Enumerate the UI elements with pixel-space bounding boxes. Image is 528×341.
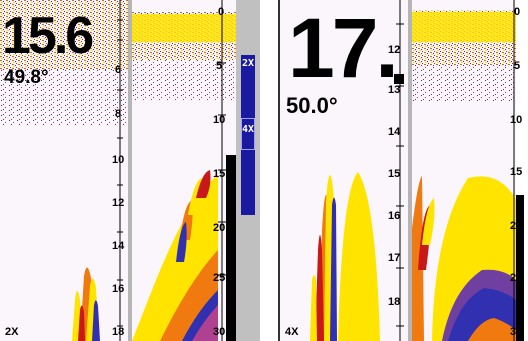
right-full-mark: 20 (510, 220, 523, 232)
left-zoom-view: 15.6 49.8° 2X (0, 0, 128, 341)
right-full-mark: 15 (510, 166, 523, 178)
left-zoom-mark: 10 (112, 154, 125, 166)
left-full-echo-graphic (132, 12, 236, 341)
right-zoom-mark: 18 (388, 296, 401, 308)
zoom-range-bar[interactable]: 2X 4X (236, 0, 260, 341)
left-zoom-mark: 18 (112, 326, 125, 338)
screen-gap (260, 0, 278, 341)
left-full-depth-scale (218, 0, 236, 341)
right-sonar-screen: 17. 50.0° 4X 12 13 14 15 16 17 18 (278, 0, 528, 341)
left-full-mark: 20 (213, 222, 226, 234)
right-full-view (412, 0, 516, 341)
right-full-mark: 10 (510, 114, 523, 126)
right-zoom-view: 17. 50.0° 4X (280, 0, 408, 341)
right-full-mark: 25 (510, 272, 523, 284)
left-full-view (132, 0, 236, 341)
right-split-divider (408, 0, 412, 341)
left-full-mark: 0 (218, 6, 225, 18)
left-full-mark: 10 (213, 114, 226, 126)
left-depth-readout: 15.6 (2, 7, 94, 65)
left-zoom-depth-scale (117, 0, 123, 341)
left-full-mark: 25 (213, 272, 226, 284)
right-zoom-label: 4X (285, 326, 299, 338)
right-zoom-mark: 14 (388, 126, 401, 138)
left-zoom-mark: 16 (112, 283, 125, 295)
right-full-mark: 30 (510, 326, 523, 338)
left-zoom-echo-graphic (0, 0, 128, 341)
right-zoom-echo-graphic (310, 172, 380, 341)
right-temperature-readout: 50.0° (286, 93, 338, 118)
left-full-mark: 15 (213, 168, 226, 180)
right-zoom-depth-scale (396, 0, 404, 341)
zoom-bar-4x-window[interactable] (241, 118, 255, 150)
right-full-mark: 5 (514, 60, 521, 72)
left-full-mark: 5 (216, 60, 223, 72)
right-zoom-cursor (394, 74, 404, 84)
left-zoom-mark: 14 (112, 240, 125, 252)
right-zoom-mark: 13 (388, 84, 401, 96)
left-split-divider (128, 0, 132, 341)
zoom-bar-2x-label: 2X (241, 58, 255, 69)
zoom-bar-4x-label: 4X (241, 124, 255, 135)
right-zoom-mark: 16 (388, 210, 401, 222)
left-zoom-mark: 8 (115, 108, 122, 120)
left-zoom-label: 2X (5, 326, 19, 338)
right-full-depth-scale (513, 0, 524, 341)
right-zoom-mark: 12 (388, 44, 401, 56)
left-sonar-screen: 15.6 49.8° 2X 6 8 10 12 14 16 18 (0, 0, 260, 341)
right-zoom-mark: 17 (388, 252, 401, 264)
right-full-echo-graphic (412, 10, 516, 341)
right-full-mark: 0 (514, 6, 521, 18)
left-full-mark: 30 (213, 326, 226, 338)
left-zoom-mark: 6 (115, 64, 122, 76)
zoom-bar-track (241, 55, 255, 215)
left-zoom-mark: 12 (112, 197, 125, 209)
left-temperature-readout: 49.8° (4, 67, 49, 88)
right-depth-readout: 17. (288, 1, 399, 95)
right-zoom-mark: 15 (388, 168, 401, 180)
